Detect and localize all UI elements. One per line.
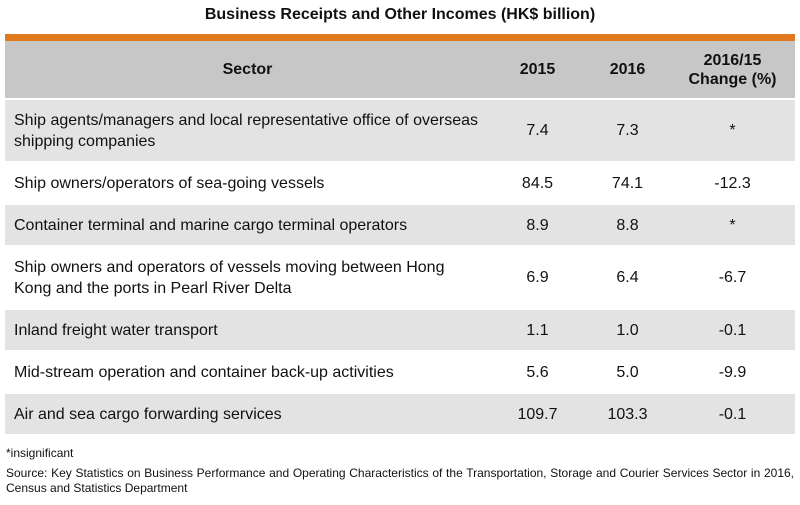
- source-note: Source: Key Statistics on Business Perfo…: [6, 466, 794, 495]
- value-2016-cell: 6.4: [585, 246, 670, 310]
- table-row: Ship owners and operators of vessels mov…: [5, 246, 795, 310]
- change-cell: -9.9: [670, 351, 795, 394]
- change-cell: -0.1: [670, 393, 795, 436]
- table-title: Business Receipts and Other Incomes (HK$…: [204, 6, 596, 23]
- change-cell: *: [670, 99, 795, 163]
- value-2015-cell: 8.9: [490, 204, 585, 247]
- header-sector: Sector: [5, 41, 490, 100]
- value-2016-cell: 5.0: [585, 351, 670, 394]
- value-2015-cell: 1.1: [490, 309, 585, 352]
- change-cell: -0.1: [670, 309, 795, 352]
- change-cell: *: [670, 204, 795, 247]
- header-2015: 2015: [490, 41, 585, 100]
- change-cell: -6.7: [670, 246, 795, 310]
- value-2015-cell: 84.5: [490, 162, 585, 205]
- sector-cell: Mid-stream operation and container back-…: [5, 351, 490, 394]
- sector-cell: Air and sea cargo forwarding services: [5, 393, 490, 436]
- footnote: *insignificant: [6, 446, 74, 460]
- value-2016-cell: 103.3: [585, 393, 670, 436]
- value-2015-cell: 6.9: [490, 246, 585, 310]
- sector-cell: Ship owners and operators of vessels mov…: [5, 246, 490, 310]
- table-row: Ship agents/managers and local represent…: [5, 99, 795, 163]
- receipts-table: Sector 2015 2016 2016/15 Change (%) Ship…: [5, 41, 795, 436]
- value-2016-cell: 1.0: [585, 309, 670, 352]
- value-2016-cell: 8.8: [585, 204, 670, 247]
- table-row: Container terminal and marine cargo term…: [5, 204, 795, 247]
- value-2015-cell: 5.6: [490, 351, 585, 394]
- header-2016: 2016: [585, 41, 670, 100]
- table-row: Air and sea cargo forwarding services 10…: [5, 393, 795, 436]
- sector-cell: Ship agents/managers and local represent…: [5, 99, 490, 163]
- table-row: Inland freight water transport 1.1 1.0 -…: [5, 309, 795, 352]
- sector-cell: Ship owners/operators of sea-going vesse…: [5, 162, 490, 205]
- change-cell: -12.3: [670, 162, 795, 205]
- header-change: 2016/15 Change (%): [670, 41, 795, 100]
- table-row: Ship owners/operators of sea-going vesse…: [5, 162, 795, 205]
- value-2016-cell: 74.1: [585, 162, 670, 205]
- sector-cell: Inland freight water transport: [5, 309, 490, 352]
- value-2015-cell: 7.4: [490, 99, 585, 163]
- header-row: Sector 2015 2016 2016/15 Change (%): [5, 41, 795, 100]
- value-2016-cell: 7.3: [585, 99, 670, 163]
- accent-bar: [5, 34, 795, 41]
- value-2015-cell: 109.7: [490, 393, 585, 436]
- table-row: Mid-stream operation and container back-…: [5, 351, 795, 394]
- sector-cell: Container terminal and marine cargo term…: [5, 204, 490, 247]
